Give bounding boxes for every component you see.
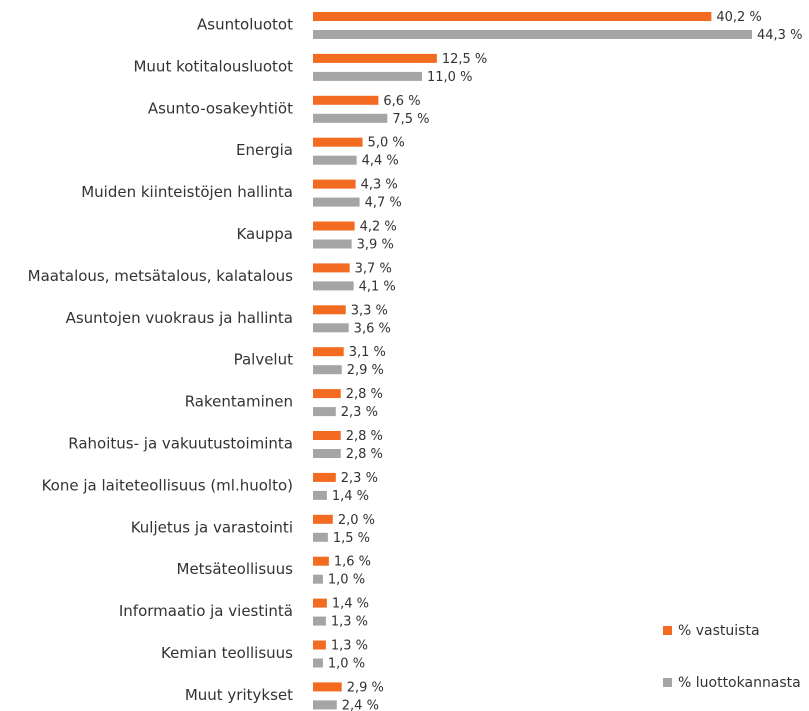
category-label: Rakentaminen — [185, 393, 293, 411]
bar — [313, 263, 350, 273]
value-label: 4,1 % — [359, 279, 396, 294]
category-label: Muut yritykset — [185, 686, 293, 704]
value-label: 12,5 % — [442, 52, 487, 67]
category-label: Muut kotitalousluotot — [133, 57, 293, 75]
bar — [313, 12, 712, 21]
category-label: Asuntojen vuokraus ja hallinta — [66, 309, 293, 327]
bar — [313, 113, 388, 123]
bar — [313, 137, 363, 147]
value-label: 4,4 % — [362, 154, 399, 169]
category-label: Asunto-osakeyhtiöt — [148, 99, 293, 117]
value-label: 1,3 % — [331, 639, 368, 654]
value-label: 2,0 % — [338, 513, 375, 528]
category-label: Muiden kiinteistöjen hallinta — [81, 183, 293, 201]
value-label: 5,0 % — [368, 136, 405, 151]
category-label: Kemian teollisuus — [161, 644, 293, 662]
bar — [313, 221, 355, 231]
value-label: 4,2 % — [360, 220, 397, 235]
bar — [313, 95, 379, 105]
bar — [313, 71, 423, 81]
value-label: 2,8 % — [346, 429, 383, 444]
bar — [313, 323, 349, 333]
legend-label: % vastuista — [678, 623, 760, 639]
legend-swatch — [663, 626, 672, 635]
category-label: Metsäteollisuus — [177, 560, 294, 578]
bar — [313, 640, 326, 650]
value-label: 2,8 % — [346, 447, 383, 462]
value-label: 44,3 % — [757, 28, 802, 43]
legend-label: % luottokannasta — [678, 675, 801, 691]
bar — [313, 407, 336, 417]
value-label: 1,5 % — [333, 531, 370, 546]
value-label: 11,0 % — [427, 70, 472, 85]
value-label: 3,3 % — [351, 303, 388, 318]
value-label: 2,9 % — [347, 680, 384, 695]
value-label: 7,5 % — [392, 112, 429, 127]
bar — [313, 616, 326, 626]
bar — [313, 490, 327, 500]
bar — [313, 431, 341, 440]
value-label: 1,0 % — [328, 657, 365, 672]
bar — [313, 472, 336, 482]
bar — [313, 281, 354, 291]
value-label: 4,7 % — [365, 196, 402, 211]
bar — [313, 389, 341, 399]
value-label: 40,2 % — [716, 10, 761, 25]
value-label: 1,6 % — [334, 555, 371, 570]
value-label: 3,1 % — [349, 345, 386, 360]
bar — [313, 365, 342, 375]
bar — [313, 30, 752, 39]
bar — [313, 574, 323, 584]
bar — [313, 700, 337, 710]
value-label: 1,4 % — [332, 489, 369, 504]
value-label: 4,3 % — [361, 178, 398, 193]
bar — [313, 556, 329, 566]
bar — [313, 155, 357, 165]
bar — [313, 53, 437, 63]
category-label: Asuntoluotot — [197, 16, 293, 34]
bar — [313, 197, 360, 207]
bar — [313, 347, 344, 357]
value-label: 1,4 % — [332, 597, 369, 612]
bar — [313, 449, 341, 458]
category-label: Palvelut — [234, 351, 294, 369]
bar — [313, 658, 323, 668]
bar — [313, 305, 346, 315]
value-label: 2,9 % — [347, 363, 384, 378]
category-label: Kone ja laiteteollisuus (ml.huolto) — [42, 476, 293, 494]
legend-swatch — [663, 678, 672, 687]
bar — [313, 514, 333, 524]
bar — [313, 532, 328, 542]
value-label: 3,7 % — [355, 261, 392, 276]
category-label: Energia — [236, 141, 293, 159]
value-label: 1,0 % — [328, 573, 365, 588]
category-label: Kauppa — [236, 225, 293, 243]
value-label: 3,9 % — [357, 238, 394, 253]
category-label: Informaatio ja viestintä — [119, 602, 293, 620]
value-label: 2,3 % — [341, 405, 378, 420]
bar — [313, 682, 342, 692]
value-label: 6,6 % — [383, 94, 420, 109]
bar — [313, 598, 327, 608]
category-label: Kuljetus ja varastointi — [131, 518, 293, 536]
bar — [313, 239, 352, 249]
category-label: Rahoitus- ja vakuutustoiminta — [68, 435, 293, 453]
value-label: 2,3 % — [341, 471, 378, 486]
value-label: 1,3 % — [331, 615, 368, 630]
value-label: 2,4 % — [342, 698, 379, 711]
value-label: 2,8 % — [346, 387, 383, 402]
bar — [313, 179, 356, 189]
value-label: 3,6 % — [354, 321, 391, 336]
category-label: Maatalous, metsätalous, kalatalous — [28, 267, 294, 285]
